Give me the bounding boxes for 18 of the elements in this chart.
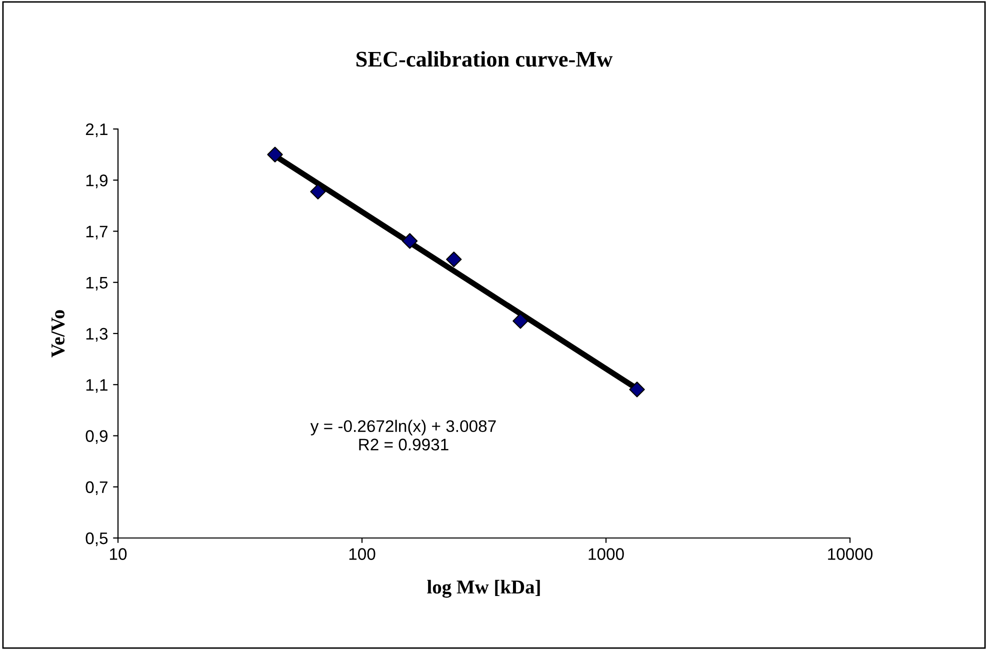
x-tick-label: 10000	[828, 548, 873, 560]
y-tick-label: 0,9	[86, 430, 108, 444]
y-tick-label: 0,5	[86, 532, 108, 546]
x-tick-label: 1000	[588, 548, 624, 560]
y-tick-label: 1,1	[86, 379, 108, 393]
x-tick-label: 10	[110, 548, 127, 560]
y-tick-label: 2,1	[86, 123, 108, 138]
annotation: R2 = 0.9931	[359, 438, 448, 450]
x-axis-title: log Mw [kDa]	[427, 580, 540, 598]
chart-title: SEC-calibration curve-Mw	[356, 51, 613, 67]
y-tick-label: 1,5	[86, 276, 108, 291]
y-tick-label: 1,3	[86, 328, 108, 342]
y-axis-title: Ve/Vo	[51, 310, 65, 358]
annotation: y = -0.2672ln(x) + 3.0087	[310, 420, 496, 436]
y-tick-label: 1,9	[86, 174, 108, 188]
y-tick-label: 1,7	[86, 226, 108, 240]
y-tick-label: 0,7	[86, 481, 108, 496]
x-tick-label: 100	[349, 548, 376, 560]
